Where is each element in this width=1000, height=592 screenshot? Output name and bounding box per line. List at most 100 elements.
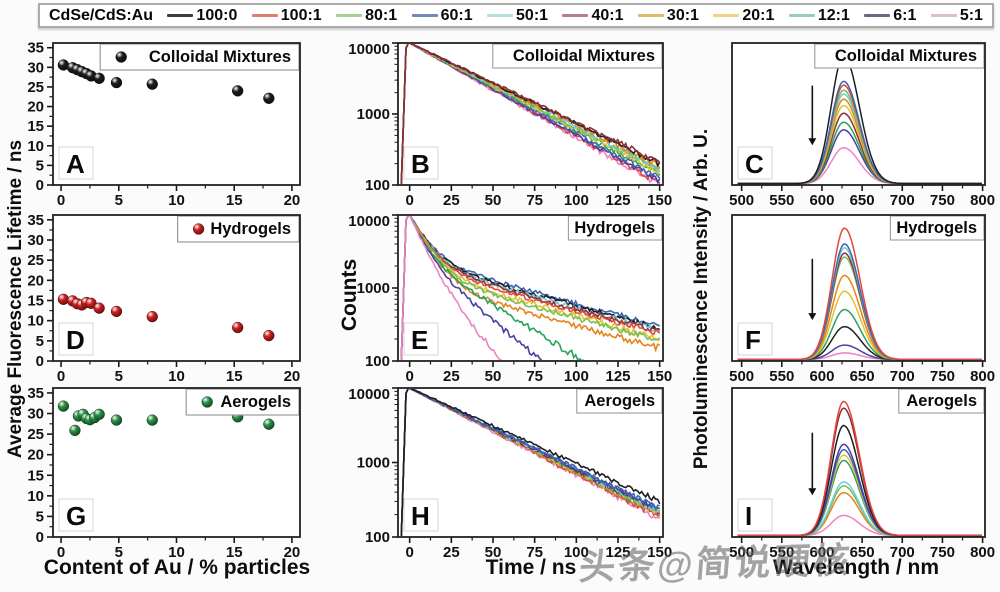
y-tick-label: 20 xyxy=(27,447,44,464)
legend-line-swatch xyxy=(562,14,589,17)
x-tick-label: 800 xyxy=(970,544,995,561)
y-tick-label: 0 xyxy=(36,177,44,194)
x-tick-label: 150 xyxy=(647,544,672,561)
x-tick-label: 100 xyxy=(564,544,589,561)
data-point xyxy=(110,305,123,318)
data-point xyxy=(93,72,105,84)
x-tick-label: 600 xyxy=(809,368,834,385)
panel-letter: E xyxy=(411,325,428,355)
legend-item-label: 80:1 xyxy=(365,6,398,24)
panel-frame xyxy=(52,387,301,538)
panel-frame xyxy=(397,42,664,186)
legend-line-swatch xyxy=(788,14,815,17)
legend-item-label: 60:1 xyxy=(440,6,473,24)
panel-letter: A xyxy=(66,149,85,179)
y-tick-label: 15 xyxy=(27,467,44,484)
y-tick-label: 35 xyxy=(27,40,44,57)
legend-item-label: 50:1 xyxy=(516,6,549,24)
data-point xyxy=(232,85,244,97)
y-tick-label: 30 xyxy=(27,406,44,423)
data-point xyxy=(146,414,158,426)
decrease-arrow-head xyxy=(808,488,817,496)
spectrum-series-100:0 xyxy=(737,54,982,185)
y-tick-label: 100 xyxy=(365,529,390,546)
x-tick-label: 700 xyxy=(890,544,915,561)
legend-item: 6:1 xyxy=(864,7,916,25)
x-tick-label: 20 xyxy=(284,368,301,385)
legend-item-label: 20:1 xyxy=(742,6,775,24)
panel-letter-box xyxy=(737,146,773,180)
x-tick-label: 600 xyxy=(809,192,834,209)
spectrum-series-100:1 xyxy=(737,227,982,361)
x-tick-label: 800 xyxy=(970,192,995,209)
wavelength-axis-title: Wavelength / nm xyxy=(772,556,940,579)
y-tick-label: 25 xyxy=(27,426,44,443)
panel-legend-box xyxy=(99,43,300,71)
panel-letter-box xyxy=(737,498,773,532)
panel-letter-box xyxy=(58,498,94,532)
y-tick-label: 5 xyxy=(36,508,44,525)
x-tick-label: 10 xyxy=(168,544,185,561)
legend-item-label: 100:1 xyxy=(280,6,322,24)
x-tick-label: 25 xyxy=(443,192,460,209)
x-tick-label: 15 xyxy=(226,368,243,385)
x-tick-label: 650 xyxy=(850,368,875,385)
y-tick-label: 100 xyxy=(365,177,390,194)
x-tick-label: 20 xyxy=(284,544,301,561)
y-tick-label: 30 xyxy=(27,59,44,76)
legend-item-label: 100:0 xyxy=(196,6,238,24)
panel-legend-box xyxy=(889,215,985,241)
data-point xyxy=(263,418,275,430)
panel-letter: B xyxy=(411,149,430,179)
x-tick-label: 700 xyxy=(890,192,915,209)
x-tick-label: 125 xyxy=(605,368,630,385)
legend-line-swatch xyxy=(637,14,664,17)
y-tick-label: 1000 xyxy=(357,280,390,297)
decay-series-100:0 xyxy=(400,44,661,184)
x-tick-label: 25 xyxy=(443,368,460,385)
panel-letter: C xyxy=(745,149,764,179)
y-tick-label: 20 xyxy=(27,272,44,289)
panel-letter-box xyxy=(403,498,439,532)
x-tick-label: 15 xyxy=(226,192,243,209)
x-tick-label: 150 xyxy=(647,192,672,209)
spectrum-series-100:1 xyxy=(737,400,982,537)
data-point xyxy=(110,414,123,426)
legend-item: 12:1 xyxy=(788,7,850,25)
x-tick-label: 50 xyxy=(485,192,502,209)
panel-frame xyxy=(731,42,986,186)
panel-D: 0 5 10 15 20 0 5 10 15 20 25 30 35 Hydrogels D xyxy=(27,212,301,385)
y-tick-label: 5 xyxy=(36,333,44,350)
time-axis-title: Time / ns xyxy=(485,556,577,579)
decay-curves xyxy=(400,216,661,360)
panel-letter: G xyxy=(66,501,86,531)
panel-letter: D xyxy=(66,325,85,355)
panel-frame xyxy=(397,214,664,362)
legend-item: 40:1 xyxy=(562,7,624,25)
legend-line-swatch xyxy=(411,14,438,17)
x-tick-label: 100 xyxy=(564,192,589,209)
panel-C: 500 550 600 650 700 750 800 Colloidal Mixtures C xyxy=(729,42,995,209)
y-tick-label: 20 xyxy=(27,99,44,116)
panel-title: Aerogels xyxy=(584,392,655,410)
panel-title: Aerogels xyxy=(906,392,977,410)
legend-title: CdSe/CdS:Au xyxy=(49,6,153,24)
panel-title: Colloidal Mixtures xyxy=(149,48,291,66)
panel-letter-box xyxy=(403,322,439,356)
lifetime-axis-title: Average Fluorescence Lifetime / ns xyxy=(5,139,26,459)
counts-axis-title: Counts xyxy=(338,258,361,332)
x-tick-label: 20 xyxy=(284,192,301,209)
decay-curves xyxy=(400,389,661,536)
decay-series-30:1 xyxy=(400,216,660,360)
panel-letter: H xyxy=(411,501,430,531)
decay-series-100:1 xyxy=(400,216,661,360)
y-tick-label: 30 xyxy=(27,232,44,249)
x-tick-label: 750 xyxy=(930,544,955,561)
x-tick-label: 15 xyxy=(226,544,243,561)
decay-series-12:1 xyxy=(400,216,584,360)
legend-line-swatch xyxy=(713,14,740,17)
x-tick-label: 0 xyxy=(405,192,413,209)
legend-line-swatch xyxy=(167,14,194,17)
y-tick-label: 35 xyxy=(27,212,44,229)
